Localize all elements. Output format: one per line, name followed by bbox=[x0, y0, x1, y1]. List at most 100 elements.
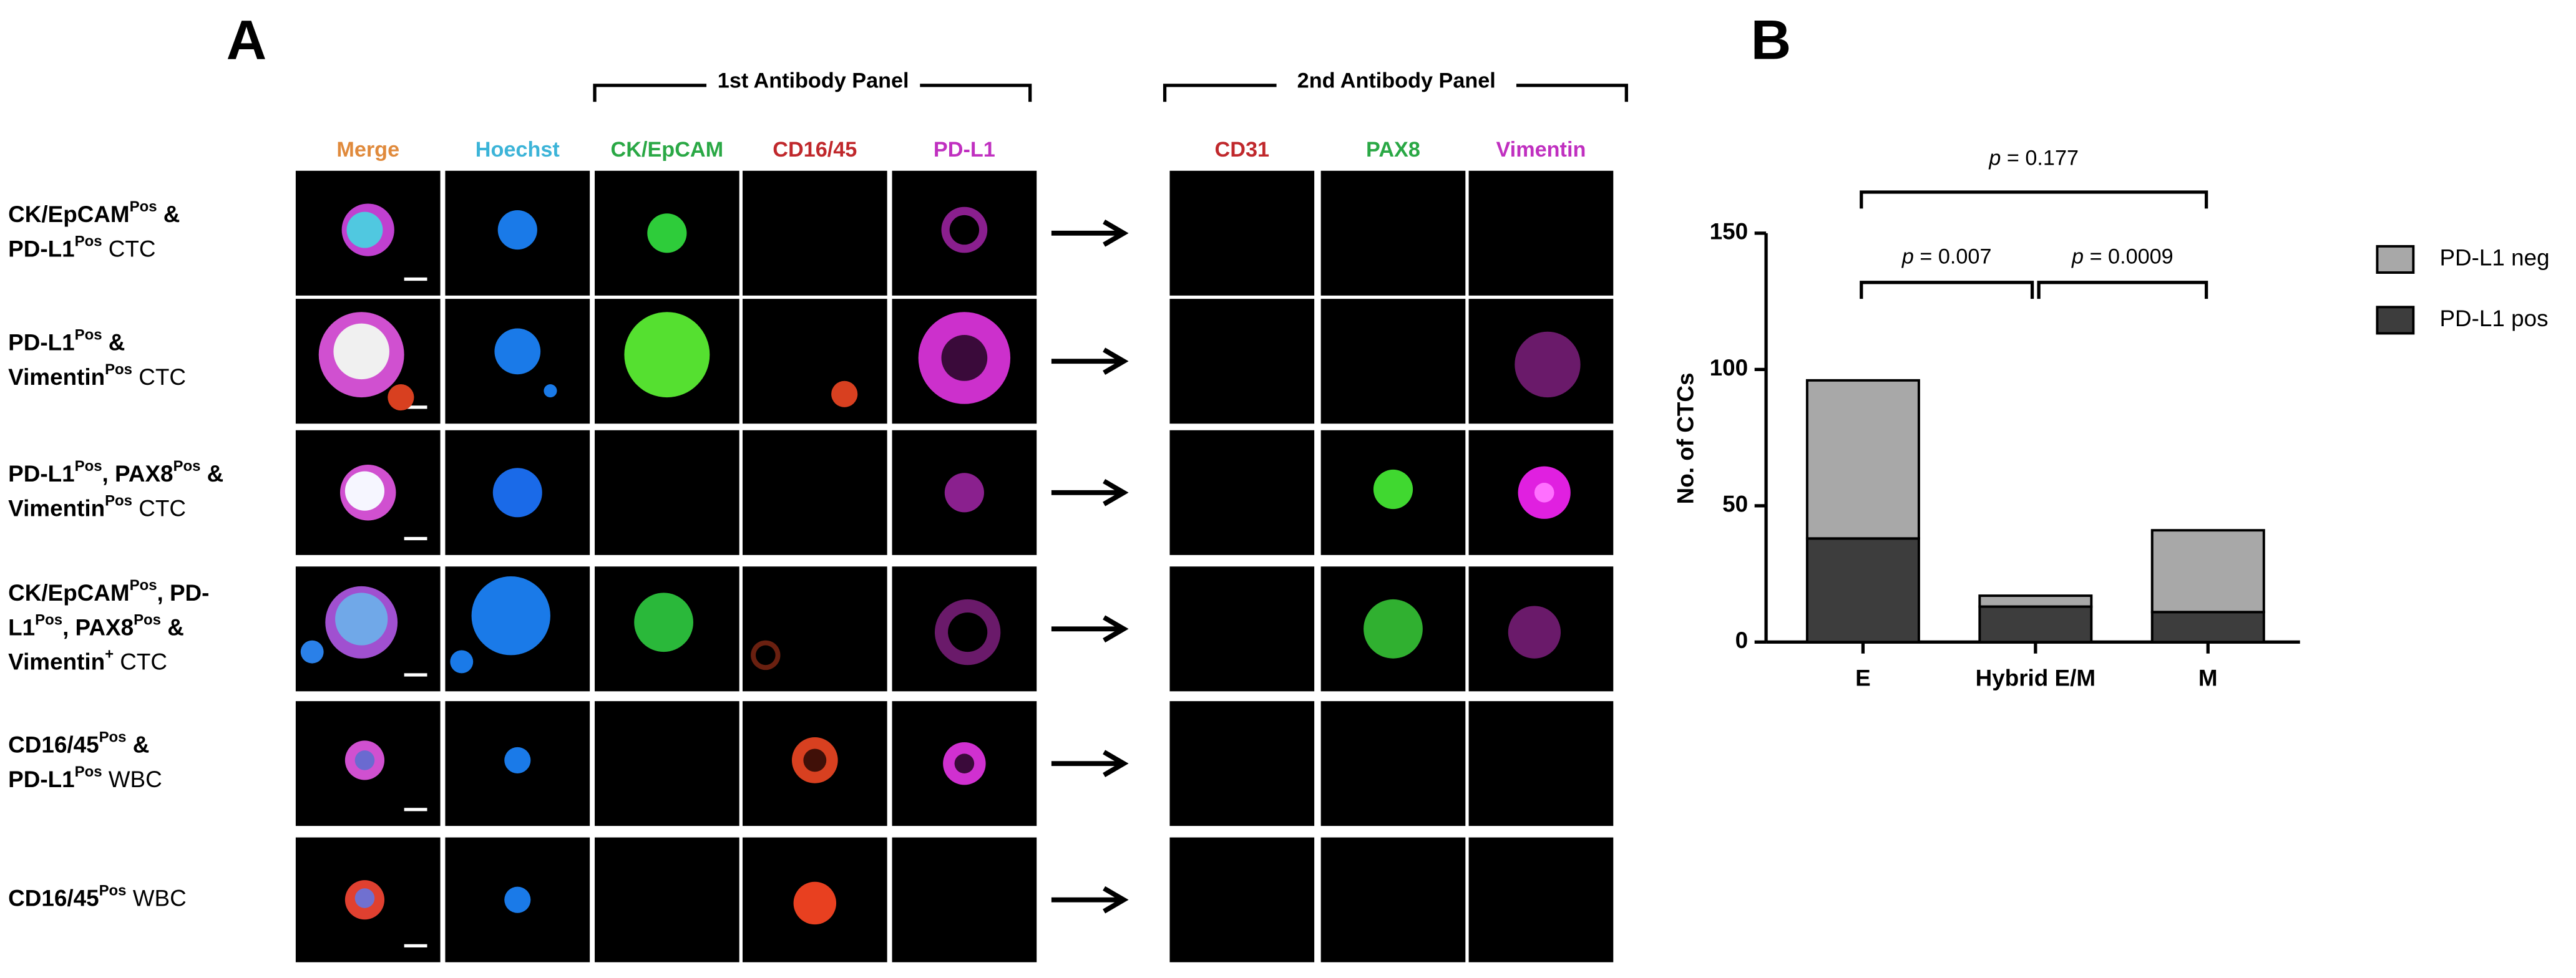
text-segment: Pos bbox=[99, 729, 127, 745]
column-header: PAX8 bbox=[1366, 138, 1420, 162]
row-label: Vimentin+ CTC bbox=[8, 646, 167, 674]
cell-blob bbox=[831, 380, 858, 407]
text-segment: L1 bbox=[8, 614, 35, 640]
cell-blob bbox=[344, 471, 385, 511]
cell-blob bbox=[354, 888, 375, 908]
image-cell bbox=[595, 430, 739, 555]
text-segment: & bbox=[157, 201, 180, 227]
image-cell bbox=[1169, 701, 1315, 826]
text-segment: = 0.007 bbox=[1914, 244, 1992, 268]
legend-swatch bbox=[2376, 306, 2415, 335]
image-cell bbox=[1169, 837, 1315, 962]
cell-blob bbox=[941, 335, 988, 381]
annotation: p = 0.0009 bbox=[2071, 244, 2174, 268]
image-cell bbox=[595, 701, 739, 826]
arrow bbox=[1051, 615, 1129, 643]
text-segment: PD-L1 bbox=[8, 236, 74, 261]
image-cell bbox=[742, 430, 887, 555]
y-tick-label: 100 bbox=[1710, 355, 1748, 380]
panel-label: A bbox=[227, 9, 267, 71]
text-segment: CK/EpCAM bbox=[8, 580, 129, 606]
significance-bracket bbox=[1860, 190, 2208, 209]
bar-segment bbox=[1978, 594, 2093, 608]
arrow bbox=[1051, 347, 1129, 375]
cell-blob bbox=[450, 650, 474, 674]
text-segment: p bbox=[1901, 244, 1914, 268]
row-label: PD-L1Pos & bbox=[8, 326, 125, 355]
column-header: CK/EpCAM bbox=[611, 138, 724, 162]
panel-bracket bbox=[593, 84, 1032, 102]
text-segment: & bbox=[161, 614, 184, 640]
text-segment: Pos bbox=[75, 326, 102, 343]
row-label: L1Pos, PAX8Pos & bbox=[8, 611, 184, 640]
column-header: Merge bbox=[336, 138, 399, 162]
cell-blob bbox=[948, 612, 988, 652]
cell-blob bbox=[497, 210, 537, 250]
cell-blob bbox=[793, 881, 837, 925]
column-header: Vimentin bbox=[1496, 138, 1586, 162]
bar-segment bbox=[2150, 611, 2265, 644]
row-label: VimentinPos CTC bbox=[8, 361, 186, 390]
significance-bracket bbox=[2037, 281, 2208, 299]
cell-blob bbox=[1534, 482, 1554, 503]
image-cell bbox=[742, 566, 887, 692]
cell-blob bbox=[1364, 599, 1423, 659]
image-cell bbox=[1468, 837, 1614, 962]
text-segment: Vimentin bbox=[8, 364, 105, 390]
row-label: VimentinPos CTC bbox=[8, 492, 186, 521]
text-segment: WBC bbox=[127, 885, 187, 911]
cell-blob bbox=[492, 468, 542, 518]
text-segment: , PAX8 bbox=[102, 461, 173, 487]
row-label: PD-L1Pos, PAX8Pos & bbox=[8, 458, 223, 487]
image-cell bbox=[1169, 430, 1315, 555]
image-cell bbox=[1320, 837, 1466, 962]
cell-blob bbox=[803, 748, 827, 772]
x-tick-label: E bbox=[1855, 666, 1871, 691]
text-segment: p bbox=[1988, 146, 2001, 170]
cell-blob bbox=[756, 645, 776, 666]
row-label: PD-L1Pos CTC bbox=[8, 233, 155, 261]
text-segment: Pos bbox=[130, 577, 157, 594]
cell-blob bbox=[504, 747, 531, 773]
arrow bbox=[1051, 886, 1129, 914]
cell-blob bbox=[1508, 606, 1561, 659]
legend-label: PD-L1 neg bbox=[2439, 245, 2549, 271]
text-segment: & bbox=[102, 329, 125, 355]
legend-swatch bbox=[2376, 244, 2415, 274]
significance-bracket bbox=[1860, 281, 2034, 299]
text-segment: Pos bbox=[75, 233, 102, 249]
cell-blob bbox=[544, 384, 557, 398]
cell-blob bbox=[494, 328, 541, 375]
image-cell bbox=[1169, 299, 1315, 424]
row-label: CK/EpCAMPos & bbox=[8, 198, 180, 227]
arrow bbox=[1051, 478, 1129, 506]
text-segment: p bbox=[2071, 244, 2084, 268]
text-segment: Pos bbox=[173, 458, 201, 475]
text-segment: Pos bbox=[99, 883, 127, 899]
column-header: PD-L1 bbox=[934, 138, 995, 162]
row-label: CD16/45Pos & bbox=[8, 729, 149, 757]
cell-blob bbox=[647, 213, 687, 253]
text-segment: CTC bbox=[132, 364, 186, 390]
x-tick-label: M bbox=[2198, 666, 2218, 691]
image-cell bbox=[742, 299, 887, 424]
column-header: CD16/45 bbox=[773, 138, 857, 162]
cell-blob bbox=[1515, 331, 1581, 398]
text-segment: CD16/45 bbox=[8, 885, 99, 911]
image-cell bbox=[1468, 701, 1614, 826]
text-segment: PD-L1 bbox=[8, 329, 74, 355]
cell-blob bbox=[346, 211, 383, 248]
panel-title: 2nd Antibody Panel bbox=[1297, 69, 1496, 93]
row-label: CK/EpCAMPos, PD- bbox=[8, 577, 209, 606]
text-segment: Pos bbox=[134, 611, 161, 628]
text-segment: CK/EpCAM bbox=[8, 201, 129, 227]
annotation: p = 0.177 bbox=[1988, 146, 2079, 170]
text-segment: Pos bbox=[75, 763, 102, 780]
text-segment: Vimentin bbox=[8, 649, 105, 674]
row-label: PD-L1Pos WBC bbox=[8, 763, 162, 792]
text-segment: = 0.0009 bbox=[2084, 244, 2174, 268]
cell-blob bbox=[949, 215, 980, 245]
x-tick-label: Hybrid E/M bbox=[1976, 666, 2095, 691]
